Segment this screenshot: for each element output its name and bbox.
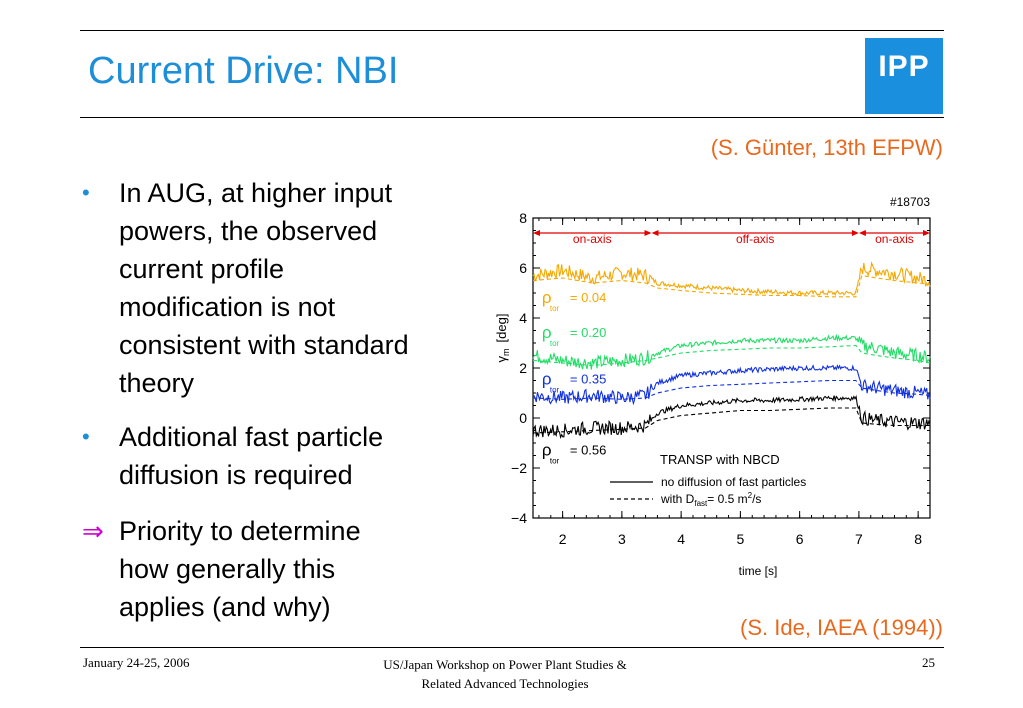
y-tick-label: 2 bbox=[519, 360, 527, 376]
bullet-text: Priority to determine how generally this… bbox=[119, 516, 361, 622]
rho-value: = 0.04 bbox=[570, 290, 607, 305]
x-tick-label: 4 bbox=[677, 531, 685, 547]
plot-frame bbox=[532, 217, 931, 519]
footer-workshop-line2: Related Advanced Technologies bbox=[421, 676, 589, 691]
legend: TRANSP with NBCD no diffusion of fast pa… bbox=[610, 452, 806, 508]
series-line-dashed bbox=[532, 379, 931, 400]
x-tick-label: 3 bbox=[618, 531, 626, 547]
citation-top: (S. Günter, 13th EFPW) bbox=[710, 135, 943, 160]
shot-label: #18703 bbox=[890, 195, 930, 209]
footer-date: January 24-25, 2006 bbox=[83, 655, 190, 670]
rho-subscript: tor bbox=[550, 385, 560, 394]
series-line-solid bbox=[532, 364, 931, 406]
footer-workshop-line1: US/Japan Workshop on Power Plant Studies… bbox=[383, 657, 627, 672]
bullet-dot-icon: • bbox=[82, 424, 90, 449]
footer-workshop: US/Japan Workshop on Power Plant Studies… bbox=[330, 655, 680, 693]
rho-symbol: ρ bbox=[542, 288, 552, 307]
y-axis-symbol: γ bbox=[494, 355, 509, 362]
phase-label: off-axis bbox=[736, 232, 774, 246]
rho-symbol: ρ bbox=[542, 323, 552, 342]
series-line-dashed bbox=[532, 274, 931, 298]
phase-arrow-head bbox=[651, 230, 659, 236]
title-bottom-rule bbox=[80, 117, 944, 118]
footer-page-number: 25 bbox=[922, 655, 935, 670]
y-axis-label: γm [deg] bbox=[494, 314, 511, 363]
x-tick-label: 8 bbox=[914, 531, 922, 547]
series-line-solid bbox=[532, 261, 931, 297]
x-tick-label: 6 bbox=[796, 531, 804, 547]
bullet-text: In AUG, at higher input powers, the obse… bbox=[119, 178, 409, 398]
phase-arrow-head bbox=[644, 230, 652, 236]
rho-value: = 0.20 bbox=[570, 325, 607, 340]
bullet-dot-icon: • bbox=[82, 180, 90, 205]
rho-subscript: tor bbox=[550, 304, 560, 313]
legend-title: TRANSP with NBCD bbox=[660, 452, 780, 467]
series-line-solid bbox=[532, 333, 931, 370]
rho-symbol: ρ bbox=[542, 369, 552, 388]
svg-text:γm[deg]: γm [deg] bbox=[494, 314, 511, 363]
page-title: Current Drive: NBI bbox=[88, 50, 399, 92]
y-tick-label: 8 bbox=[519, 210, 527, 226]
x-tick-label: 7 bbox=[855, 531, 863, 547]
footer-rule bbox=[80, 647, 944, 648]
y-tick-label: 4 bbox=[519, 310, 527, 326]
phase-arrow-head bbox=[533, 230, 540, 236]
phase-arrow-head bbox=[851, 230, 859, 236]
y-tick-label: 0 bbox=[519, 410, 527, 426]
logo-text: IPP bbox=[878, 50, 930, 83]
ipp-logo: IPP bbox=[865, 38, 943, 114]
y-tick-label: 6 bbox=[519, 260, 527, 276]
y-axis-subscript: m bbox=[501, 348, 511, 356]
y-tick-label: −2 bbox=[511, 460, 527, 476]
legend-dashed-label: with Dfast= 0.5 m2/s bbox=[660, 491, 761, 508]
series-line-solid bbox=[532, 394, 931, 440]
citation-bottom: (S. Ide, IAEA (1994)) bbox=[740, 615, 943, 640]
phase-label: on-axis bbox=[875, 232, 914, 246]
x-axis-label: time [s] bbox=[739, 564, 778, 578]
rho-value: = 0.35 bbox=[570, 371, 607, 386]
x-tick-label: 2 bbox=[559, 531, 567, 547]
implies-arrow-icon: ⇒ bbox=[82, 516, 104, 546]
phase-arrow-head bbox=[858, 230, 866, 236]
rho-subscript: tor bbox=[550, 339, 560, 348]
rho-value: = 0.56 bbox=[570, 443, 607, 458]
bullet-text: Additional fast particle diffusion is re… bbox=[119, 422, 384, 490]
title-top-rule bbox=[80, 30, 944, 31]
phase-arrow-head bbox=[923, 230, 930, 236]
series-line-dashed bbox=[532, 344, 931, 367]
y-axis-unit: [deg] bbox=[494, 314, 509, 343]
rho-symbol: ρ bbox=[542, 441, 552, 460]
chart: #18703 γm [deg] time [s] 8 6 4 2 0 −2 −4 2 3 4 5 6 7 8… bbox=[494, 195, 931, 578]
x-tick-label: 5 bbox=[736, 531, 744, 547]
y-tick-label: −4 bbox=[511, 510, 527, 526]
legend-solid-label: no diffusion of fast particles bbox=[661, 475, 806, 489]
phase-label: on-axis bbox=[573, 232, 612, 246]
rho-subscript: tor bbox=[550, 457, 560, 466]
series-line-dashed bbox=[532, 407, 930, 434]
